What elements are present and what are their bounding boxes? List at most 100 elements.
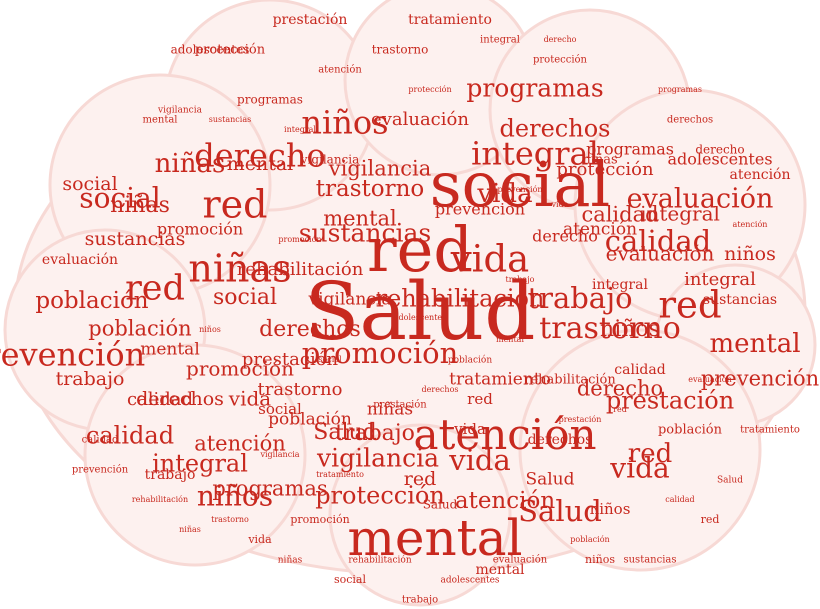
cloud-word: calidad: [127, 389, 193, 410]
cloud-word: prestación: [273, 12, 348, 28]
cloud-word: prevención: [0, 336, 145, 374]
cloud-word: calidad: [665, 495, 694, 504]
cloud-word: red: [613, 405, 627, 414]
cloud-word: trabajo: [145, 467, 196, 483]
cloud-word: vida: [448, 443, 511, 477]
cloud-word: vida: [476, 179, 532, 209]
cloud-word: niños: [301, 104, 388, 142]
cloud-word: social: [62, 173, 117, 195]
cloud-word: integral: [640, 202, 720, 226]
cloud-word: atención: [455, 488, 555, 514]
cloud-word: evaluación: [42, 252, 118, 268]
cloud-word: trabajo: [506, 275, 535, 284]
cloud-word: mental: [323, 207, 397, 231]
cloud-word: integral: [471, 135, 599, 173]
cloud-word: atención: [729, 167, 790, 183]
cloud-word: mental: [140, 340, 200, 360]
cloud-word: social: [334, 573, 367, 586]
cloud-word: calidad: [581, 203, 658, 227]
cloud-word: prestación: [373, 400, 427, 411]
cloud-word: Salud: [525, 470, 574, 490]
cloud-word: calidad: [605, 224, 712, 258]
cloud-word: derechos: [136, 388, 224, 410]
cloud-word: población: [88, 317, 191, 341]
cloud-word: mental: [347, 509, 522, 567]
cloud-word: mental: [709, 329, 800, 359]
cloud-word: atención: [194, 432, 286, 456]
cloud-word: red: [658, 284, 721, 327]
cloud-word: protección: [408, 85, 451, 94]
cloud-word: rehabilitación: [524, 373, 616, 388]
cloud-word: social: [430, 148, 611, 221]
cloud-word: vida: [453, 420, 486, 438]
cloud-word: adolescentes: [440, 576, 499, 586]
cloud-word: prestación: [559, 415, 602, 424]
cloud-word: integral: [480, 35, 520, 46]
cloud-word: derecho: [194, 137, 325, 175]
cloud-word: integral: [284, 125, 316, 134]
cloud-word: vida: [551, 200, 569, 209]
cloud-word: rehabilitación: [132, 495, 188, 504]
cloud-word: derechos: [528, 432, 593, 448]
cloud-word: protección: [195, 43, 266, 58]
cloud-word: programas: [212, 477, 327, 501]
cloud-word: red: [467, 390, 493, 408]
cloud-word: niñas: [179, 525, 201, 534]
cloud-word: Salud: [518, 494, 602, 528]
cloud-word: tratamiento: [408, 12, 492, 28]
cloud-word: población: [570, 535, 609, 544]
cloud-word: prestación: [242, 349, 339, 370]
cloud-word: niñas: [582, 153, 617, 168]
cloud-word: prestación: [606, 387, 734, 415]
cloud-word: red: [701, 513, 720, 526]
cloud-word: mental: [142, 115, 177, 126]
cloud-word: adolescentes: [171, 43, 250, 57]
cloud-word: evaluación: [371, 109, 469, 130]
cloud-word: trastorno: [258, 379, 343, 400]
cloud-word: sustancias: [623, 555, 676, 566]
cloud-word: integral: [592, 277, 648, 293]
cloud-word: adolescentes: [667, 150, 772, 169]
cloud-word: niños: [590, 500, 631, 518]
cloud-word: vigilancia: [300, 153, 360, 167]
cloud-word: Salud: [305, 265, 536, 358]
cloud-word: sustancias: [85, 228, 186, 250]
cloud-word: atención: [563, 220, 637, 240]
cloud-word: prevención: [72, 465, 129, 476]
cloud-word: tratamiento: [449, 370, 551, 390]
cloud-word: sustancias: [703, 292, 777, 308]
cloud-word: social: [79, 182, 161, 215]
cloud-word: Salud: [717, 476, 743, 486]
cloud-word: vigilancia: [328, 157, 432, 181]
cloud-word: niños: [600, 317, 660, 342]
cloud-word: evaluación: [493, 555, 548, 566]
cloud-word: derechos: [500, 115, 611, 143]
cloud-word: trabajo: [527, 281, 632, 315]
cloud-word: vigilancia: [157, 106, 203, 116]
cloud-word: niños: [199, 325, 221, 334]
cloud-word: trastorno: [316, 176, 425, 202]
cloud-word: derecho: [544, 35, 577, 44]
cloud-word: población: [658, 423, 723, 438]
cloud-word: rehabilitación: [348, 555, 412, 566]
cloud-word: trabajo: [402, 595, 438, 606]
cloud-word: vida: [228, 387, 271, 411]
cloud-word: evaluación: [688, 375, 732, 384]
cloud-word: derecho: [577, 377, 663, 401]
cloud-word: trabajo: [335, 421, 415, 446]
cloud-word: rehabilitación: [237, 259, 364, 280]
cloud-word: niñas: [188, 247, 291, 291]
cloud-word: promoción: [302, 336, 459, 370]
cloud-word: calidad: [614, 362, 665, 378]
cloud-word: vigilancia: [259, 450, 299, 459]
cloud-word: mental: [227, 153, 294, 175]
cloud-word: derechos: [667, 115, 713, 126]
cloud-word: programas: [586, 140, 674, 159]
cloud-word: prevención: [701, 367, 819, 391]
cloud-word: niñas: [367, 400, 413, 420]
cloud-word: red: [404, 468, 437, 490]
cloud-word: vigilancia: [308, 290, 392, 310]
cloud-word: niñas: [278, 556, 303, 566]
cloud-word: programas: [658, 85, 702, 94]
